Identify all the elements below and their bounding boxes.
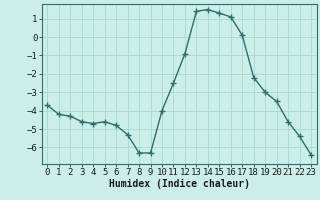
X-axis label: Humidex (Indice chaleur): Humidex (Indice chaleur): [109, 179, 250, 189]
